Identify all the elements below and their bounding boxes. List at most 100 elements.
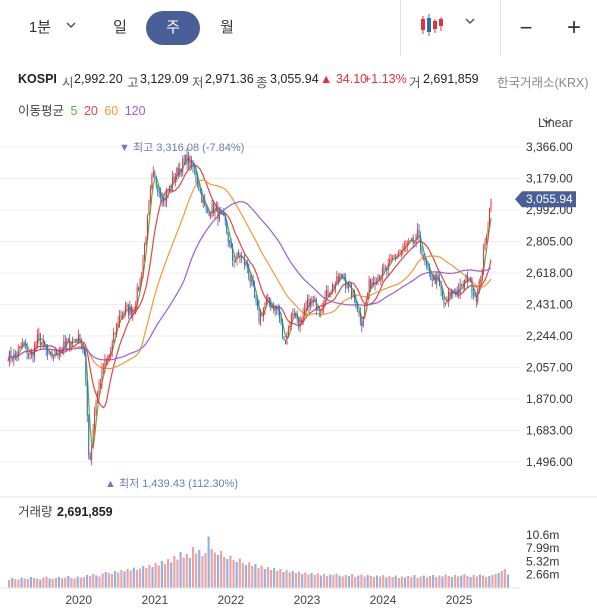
price-tick-label: 2,805.00 bbox=[526, 235, 573, 249]
price-tick-label: 1,496.00 bbox=[526, 455, 573, 469]
price-tick-label: 2,431.00 bbox=[526, 298, 573, 312]
candle-body bbox=[353, 290, 355, 300]
candle-body bbox=[255, 297, 257, 301]
candle-body bbox=[36, 334, 38, 344]
volume-bar bbox=[372, 577, 375, 588]
scale-mode-label: Linear bbox=[538, 116, 573, 130]
candle-body bbox=[22, 342, 24, 347]
candle-body bbox=[123, 313, 125, 316]
candle-body bbox=[155, 176, 157, 186]
candle-body bbox=[453, 292, 455, 294]
candle-body bbox=[468, 280, 470, 282]
chevron-down-icon[interactable] bbox=[64, 18, 78, 32]
low-label: 저 bbox=[192, 76, 204, 90]
candle-body bbox=[179, 168, 181, 176]
scale-mode-select[interactable]: Linear bbox=[538, 116, 573, 130]
volume-bar bbox=[135, 570, 139, 588]
candle-body bbox=[211, 204, 213, 215]
volume-bar bbox=[244, 565, 248, 588]
candle-body bbox=[14, 353, 16, 357]
chart-type-chevron-icon[interactable] bbox=[463, 14, 477, 28]
volume-bar bbox=[20, 577, 23, 588]
volume-bar bbox=[226, 559, 229, 588]
candle-body bbox=[164, 198, 166, 201]
price-tick-label: 2,057.00 bbox=[526, 361, 573, 375]
candle-body bbox=[267, 296, 269, 299]
candle-body bbox=[105, 359, 107, 361]
candle-body bbox=[77, 333, 79, 343]
candle-body bbox=[11, 358, 13, 360]
candle-body bbox=[381, 268, 383, 278]
volume-bar bbox=[163, 564, 167, 588]
volume-bar bbox=[422, 575, 425, 588]
candle-body bbox=[356, 308, 358, 312]
tab-monthly[interactable]: 월 bbox=[220, 19, 234, 36]
candle-body bbox=[73, 339, 75, 341]
candle-body bbox=[174, 176, 176, 182]
time-tick-label: 2025 bbox=[446, 593, 473, 607]
candlestick-icon[interactable] bbox=[418, 13, 444, 39]
candle-body bbox=[490, 199, 492, 210]
volume-bar bbox=[279, 569, 282, 588]
candle-body bbox=[420, 236, 422, 250]
candle-body bbox=[466, 275, 468, 282]
candle-body bbox=[26, 343, 28, 354]
candle-body bbox=[264, 304, 266, 309]
zoom-out-button[interactable]: − bbox=[519, 15, 533, 40]
candle-body bbox=[72, 339, 74, 344]
interval-select[interactable]: 1분 bbox=[28, 19, 52, 36]
volume-tick-label: 7.99m bbox=[526, 541, 559, 555]
candle-body bbox=[403, 246, 405, 248]
candle-body bbox=[330, 291, 332, 295]
candle-body bbox=[30, 352, 32, 354]
candle-body bbox=[142, 259, 144, 276]
candle-body bbox=[33, 345, 35, 357]
tab-daily[interactable]: 일 bbox=[113, 19, 127, 36]
candle-body bbox=[133, 310, 135, 312]
ma-120-label: 120 bbox=[124, 104, 146, 118]
candle-body bbox=[57, 354, 59, 356]
candle-body bbox=[258, 306, 260, 322]
candle-body bbox=[32, 352, 34, 357]
candle-body bbox=[189, 156, 191, 167]
candle-body bbox=[283, 336, 285, 340]
candle-body bbox=[120, 315, 122, 317]
candle-body bbox=[66, 341, 68, 345]
candle-body bbox=[290, 314, 292, 326]
candle-body bbox=[446, 300, 448, 304]
candle-body bbox=[82, 343, 84, 349]
candle-body bbox=[161, 198, 163, 203]
candle-body bbox=[265, 298, 267, 305]
candle-body bbox=[176, 168, 178, 177]
candle-body bbox=[233, 260, 235, 262]
candle-body bbox=[23, 342, 25, 344]
scale-chevron-icon bbox=[542, 118, 552, 124]
candle-body bbox=[351, 284, 353, 298]
candle-body bbox=[417, 229, 419, 234]
volume-bar bbox=[54, 578, 57, 588]
candle-body bbox=[198, 184, 200, 190]
tab-weekly[interactable]: 주 bbox=[146, 11, 200, 45]
high-label: 고 bbox=[127, 76, 139, 90]
candle-body bbox=[452, 290, 454, 293]
candle-body bbox=[102, 368, 104, 370]
volume-bar bbox=[101, 573, 104, 588]
candle-body bbox=[97, 392, 99, 402]
candle-body bbox=[480, 280, 482, 282]
candle-body bbox=[414, 242, 416, 244]
candle-body bbox=[345, 279, 347, 287]
candle-body bbox=[254, 286, 256, 298]
volume-bar bbox=[85, 575, 89, 588]
volume-bar bbox=[126, 569, 129, 588]
candle-body bbox=[434, 274, 436, 285]
candle-body bbox=[91, 445, 93, 461]
candle-body bbox=[309, 299, 311, 308]
candle-body bbox=[334, 284, 336, 289]
volume-bar bbox=[276, 571, 279, 588]
candle-body bbox=[70, 343, 72, 348]
candle-body bbox=[146, 214, 148, 237]
candle-body bbox=[19, 346, 21, 350]
price-tick-label: 2,244.00 bbox=[526, 329, 573, 343]
zoom-in-button[interactable]: + bbox=[566, 14, 581, 41]
